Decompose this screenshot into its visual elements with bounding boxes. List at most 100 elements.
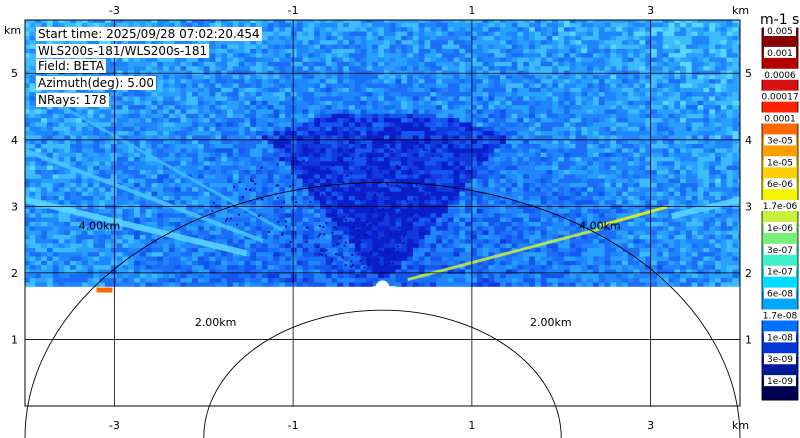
field-cell (534, 178, 542, 183)
field-cell (662, 186, 670, 192)
field-cell (465, 229, 472, 235)
field-cell (470, 281, 478, 287)
field-cell (639, 277, 646, 283)
field-cell (558, 169, 565, 175)
field-cell (575, 165, 582, 171)
field-cell (296, 247, 304, 253)
field-cell (18, 182, 24, 187)
field-cell (488, 234, 495, 240)
field-cell (505, 186, 513, 192)
field-cell (46, 273, 54, 279)
field-cell (656, 191, 664, 196)
field-cell (482, 212, 490, 218)
field-cell (261, 212, 269, 218)
field-cell (720, 255, 728, 261)
field-cell (12, 191, 18, 196)
field-cell (0, 234, 1, 239)
field-cell (256, 216, 263, 222)
field-cell (46, 264, 54, 270)
field-cell (436, 247, 443, 253)
field-cell (145, 169, 153, 175)
field-cell (360, 247, 368, 253)
field-cell (523, 199, 530, 205)
field-cell (343, 225, 350, 231)
field-cell (691, 165, 699, 171)
field-cell (703, 225, 710, 231)
field-cell (412, 260, 420, 266)
field-cell (407, 268, 414, 274)
field-cell (337, 216, 344, 222)
field-cell (0, 208, 6, 213)
field-cell (465, 277, 472, 283)
field-cell (459, 221, 466, 227)
field-cell (46, 208, 54, 214)
field-cell (505, 247, 513, 253)
field-cell (714, 273, 722, 279)
field-cell (29, 281, 36, 287)
field-cell (163, 165, 170, 171)
field-cell (29, 229, 36, 235)
field-cell (139, 238, 147, 244)
field-cell (163, 273, 170, 279)
field-cell (407, 216, 414, 222)
field-cell (308, 165, 315, 171)
field-cell (441, 251, 449, 257)
field-cell (558, 277, 565, 283)
field-cell (331, 165, 338, 171)
field-cell (372, 173, 379, 179)
field-cell (41, 281, 48, 287)
field-cell (116, 178, 124, 183)
field-cell (436, 216, 443, 222)
field-cell (337, 182, 344, 188)
field-cell (203, 247, 211, 253)
field-cell (87, 264, 94, 270)
field-cell (616, 260, 623, 266)
field-cell (447, 255, 455, 261)
field-cell (656, 277, 664, 283)
field-cell (75, 195, 83, 201)
field-cell (633, 191, 641, 196)
field-cell (714, 268, 722, 274)
field-cell (476, 264, 484, 270)
field-cell (575, 255, 582, 261)
field-cell (482, 264, 490, 270)
field-cell (93, 264, 100, 270)
field-cell (250, 229, 257, 235)
field-cell (134, 182, 141, 188)
field-cell (569, 229, 577, 235)
field-cell (662, 268, 670, 274)
field-cell (145, 173, 153, 179)
field-cell (279, 221, 286, 227)
field-cell (645, 281, 652, 287)
field-cell (459, 229, 466, 235)
field-cell (203, 208, 211, 214)
field-cell (70, 212, 77, 218)
field-cell (418, 281, 426, 287)
field-cell (459, 165, 466, 171)
field-cell (488, 173, 495, 179)
field-cell (563, 247, 571, 253)
field-cell (87, 281, 94, 287)
field-cell (104, 191, 112, 196)
field-cell (627, 234, 635, 240)
field-cell (680, 178, 687, 183)
field-cell (558, 221, 565, 227)
field-cell (296, 229, 304, 235)
field-cell (70, 238, 77, 244)
field-cell (180, 216, 187, 222)
field-cell (511, 260, 519, 266)
field-cell (238, 182, 246, 188)
field-cell (505, 277, 513, 283)
field-cell (139, 195, 147, 201)
field-cell (616, 208, 623, 214)
field-cell (465, 242, 472, 248)
field-cell (343, 212, 350, 218)
field-cell (151, 242, 158, 248)
field-cell (691, 229, 699, 235)
field-cell (383, 260, 391, 266)
field-cell (592, 216, 600, 222)
field-cell (325, 273, 333, 279)
field-cell (738, 268, 740, 274)
field-cell (157, 255, 164, 261)
field-cell (41, 268, 48, 274)
